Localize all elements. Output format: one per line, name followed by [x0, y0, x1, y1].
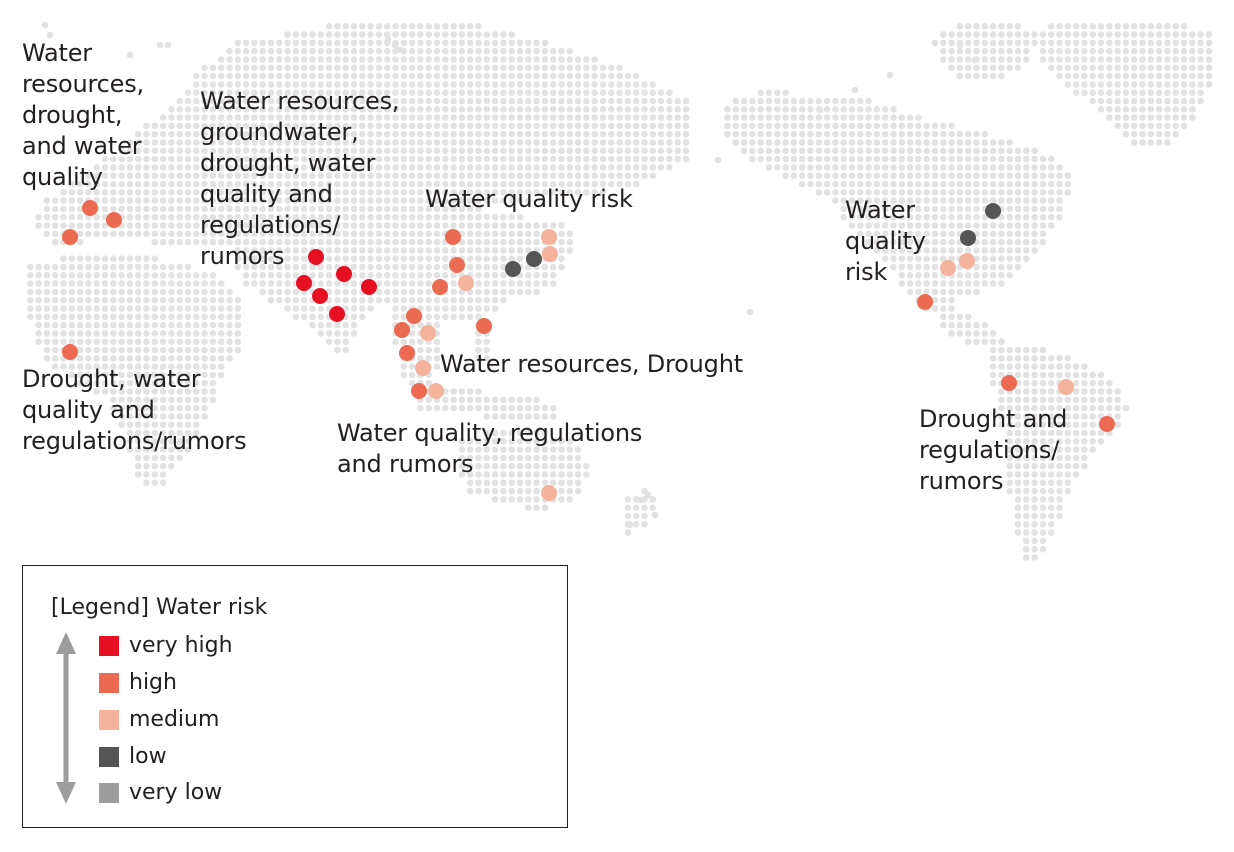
risk-site-marker: [336, 266, 352, 282]
legend-label: very low: [129, 780, 223, 805]
risk-site-marker: [361, 279, 377, 295]
legend-title: [Legend] Water risk: [51, 595, 268, 620]
risk-site-marker: [296, 275, 312, 291]
risk-site-marker: [542, 246, 558, 262]
risk-site-marker: [449, 257, 465, 273]
risk-site-marker: [329, 306, 345, 322]
risk-site-marker: [399, 345, 415, 361]
risk-site-marker: [1099, 416, 1115, 432]
risk-site-marker: [960, 230, 976, 246]
legend-swatch: [99, 783, 119, 803]
risk-site-marker: [917, 294, 933, 310]
risk-site-marker: [312, 288, 328, 304]
legend-label: very high: [129, 633, 233, 658]
risk-site-marker: [62, 344, 78, 360]
risk-site-marker: [505, 261, 521, 277]
risk-site-marker: [985, 203, 1001, 219]
label-southeast-asia: Water resources, Drought: [440, 350, 743, 378]
label-south-america: Drought and regulations/ rumors: [919, 405, 1068, 495]
legend-label: high: [129, 670, 177, 695]
risk-site-marker: [406, 308, 422, 324]
double-arrow-icon: [56, 632, 76, 804]
risk-site-marker: [62, 229, 78, 245]
label-east-asia: Water quality risk: [425, 185, 633, 213]
legend-swatch: [99, 747, 119, 767]
risk-site-marker: [428, 383, 444, 399]
legend-label: medium: [129, 707, 220, 732]
risk-site-marker: [1058, 379, 1074, 395]
label-africa: Drought, water quality and regulations/r…: [22, 365, 247, 455]
legend-label: low: [129, 744, 167, 769]
legend: [Legend] Water risk very high high mediu…: [22, 565, 568, 828]
risk-site-marker: [445, 229, 461, 245]
risk-site-marker: [476, 318, 492, 334]
label-north-america: Water quality risk: [845, 196, 926, 286]
label-india: Water resources, groundwater, drought, w…: [200, 87, 400, 270]
label-europe: Water resources, drought, and water qual…: [22, 39, 144, 191]
land-dot-layer: [27, 21, 1213, 561]
risk-site-marker: [415, 360, 431, 376]
risk-site-marker: [432, 279, 448, 295]
risk-site-marker: [411, 383, 427, 399]
risk-site-marker: [82, 200, 98, 216]
risk-site-marker: [308, 249, 324, 265]
risk-site-marker: [394, 322, 410, 338]
risk-site-marker: [106, 212, 122, 228]
risk-site-layer: [62, 200, 1115, 501]
risk-site-marker: [458, 275, 474, 291]
risk-site-marker: [526, 251, 542, 267]
legend-swatch: [99, 636, 119, 656]
legend-swatch: [99, 673, 119, 693]
legend-swatch: [99, 710, 119, 730]
risk-site-marker: [541, 229, 557, 245]
risk-site-marker: [420, 325, 436, 341]
risk-site-marker: [1001, 375, 1017, 391]
risk-site-marker: [541, 485, 557, 501]
risk-site-marker: [959, 253, 975, 269]
risk-site-marker: [940, 260, 956, 276]
label-oceania: Water quality, regulations and rumors: [337, 419, 643, 478]
